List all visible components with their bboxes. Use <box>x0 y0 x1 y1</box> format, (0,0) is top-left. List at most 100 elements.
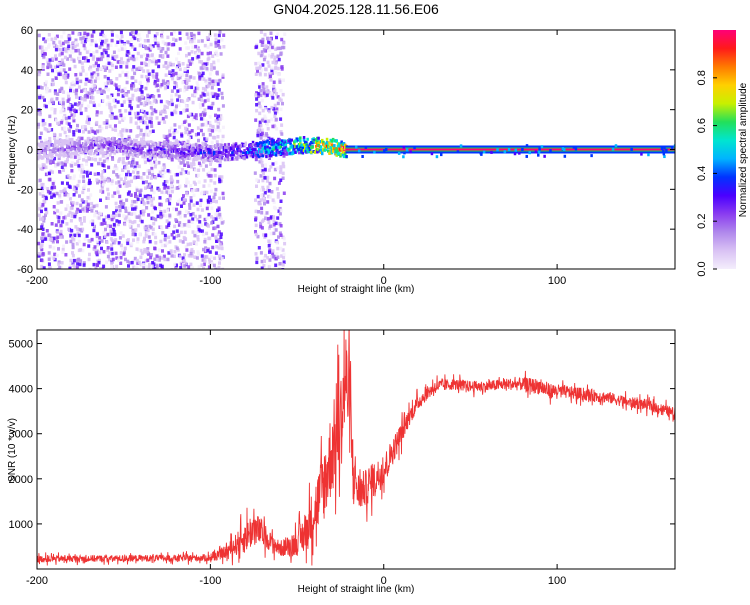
spectrogram-cell <box>62 63 66 67</box>
spectrogram-cell <box>132 200 136 204</box>
spectrogram-cell <box>270 68 274 73</box>
spectrogram-cell <box>91 157 95 161</box>
spectrogram-cell <box>63 130 67 135</box>
spectrogram-cell <box>59 52 63 56</box>
spectrogram-cell <box>215 70 219 75</box>
spectrogram-cell <box>158 202 162 206</box>
spectrogram-cell <box>79 72 83 77</box>
spectrogram-cell <box>141 209 145 213</box>
spectrogram-cell <box>62 73 66 78</box>
spectrogram-cell <box>125 172 128 177</box>
spectrogram-cell <box>156 83 160 87</box>
spectrogram-cell <box>52 205 56 209</box>
spectrogram-cell <box>182 100 186 104</box>
spectrogram-cell <box>163 110 167 114</box>
spectrogram-cell <box>214 187 218 192</box>
spectrogram-cell <box>67 152 70 155</box>
spectrogram-cell <box>172 131 176 135</box>
spectrogram-cell <box>57 225 61 229</box>
spectrogram-cell <box>213 33 217 37</box>
spectrogram-cell <box>214 267 218 269</box>
spectrogram-cell <box>206 92 210 96</box>
spectrogram-cell <box>147 72 151 76</box>
spectrogram-cell <box>139 255 143 259</box>
spectrogram-cell <box>136 170 140 175</box>
spectrogram-cell <box>97 161 100 166</box>
spectrogram-cell <box>149 255 153 260</box>
spectrogram-cell <box>159 225 163 229</box>
spectrogram-cell <box>48 265 52 269</box>
spectrogram-cell <box>160 83 164 87</box>
spectrogram-ytick-label: 60 <box>21 25 33 37</box>
spectrogram-cell <box>145 180 148 184</box>
spectrogram-cell <box>256 69 259 73</box>
spectrogram-cell <box>97 136 101 140</box>
spectrogram-cell <box>134 121 138 125</box>
spectrogram-cell <box>194 188 198 192</box>
spectrogram-cell <box>134 88 138 92</box>
spectrogram-cell <box>60 139 63 142</box>
spectrogram-cell <box>85 50 89 54</box>
spectrogram-cell <box>194 214 197 219</box>
spectrogram-cell <box>210 261 214 266</box>
spectrogram-cell <box>163 180 167 184</box>
spectrogram-cell <box>187 171 190 175</box>
spectrogram-cell <box>163 243 167 248</box>
spectrogram-cell <box>124 206 127 210</box>
spectrogram-cell <box>91 129 95 134</box>
spectrogram-cell <box>80 222 84 226</box>
spectrogram-cell <box>52 82 55 86</box>
spectrogram-cell <box>41 67 45 71</box>
spectrogram-cell <box>195 173 199 178</box>
spectrogram-cell <box>132 138 136 142</box>
spectrogram-cell <box>319 148 323 152</box>
spectrogram-cell <box>158 170 162 174</box>
spectrogram-cell <box>173 140 177 144</box>
spectrogram-cell <box>149 176 153 180</box>
spectrogram-cell <box>191 45 195 49</box>
spectrogram-cell <box>70 57 74 62</box>
spectrogram-cell <box>202 168 206 172</box>
spectrogram-cell <box>56 162 60 167</box>
spectrogram-cell <box>103 34 107 39</box>
spectrogram-cell <box>101 163 105 167</box>
spectrogram-cell <box>192 76 196 80</box>
spectrogram-cell <box>58 154 62 158</box>
spectrogram-cell <box>144 120 147 125</box>
spectrogram-cell <box>178 67 182 72</box>
spectrogram-cell <box>345 155 348 158</box>
spectrogram-cell <box>202 93 206 97</box>
spectrogram-cell <box>126 58 130 63</box>
spectrogram-cell <box>117 48 121 52</box>
spectrogram-cell <box>44 149 47 153</box>
spectrogram-cell <box>120 133 124 137</box>
spectrogram-cell <box>153 160 157 164</box>
spectrogram-cell <box>73 64 77 69</box>
spectrogram-cell <box>174 143 177 147</box>
spectrogram-cell <box>150 53 154 57</box>
spectrogram-cell <box>146 196 150 200</box>
spectrogram-cell <box>166 35 170 40</box>
spectrogram-cell <box>87 188 90 192</box>
spectrogram-cell <box>106 43 110 48</box>
spectrogram-cell <box>184 77 188 82</box>
spectrogram-cell <box>174 141 177 145</box>
spectrogram-cell <box>196 48 200 52</box>
spectrogram-cell <box>110 38 114 43</box>
spectrogram-cell <box>211 79 215 83</box>
spectrogram-cell <box>82 265 86 269</box>
spectrogram-cell <box>181 62 185 66</box>
spectrogram-cell <box>41 49 45 53</box>
spectrogram-cell <box>135 161 139 165</box>
spectrogram-cell <box>232 148 235 152</box>
spectrogram-cell <box>109 229 113 233</box>
spectrogram-cell <box>69 263 73 267</box>
spectrogram-cell <box>74 150 78 154</box>
spectrogram-cell <box>47 143 51 147</box>
spectrogram-cell <box>100 151 103 155</box>
spectrogram-cell <box>202 158 205 162</box>
spectrogram-cell <box>74 40 78 45</box>
spectrogram-cell <box>170 153 174 158</box>
spectrogram-cell <box>267 168 271 172</box>
spectrogram-cell <box>145 153 148 157</box>
